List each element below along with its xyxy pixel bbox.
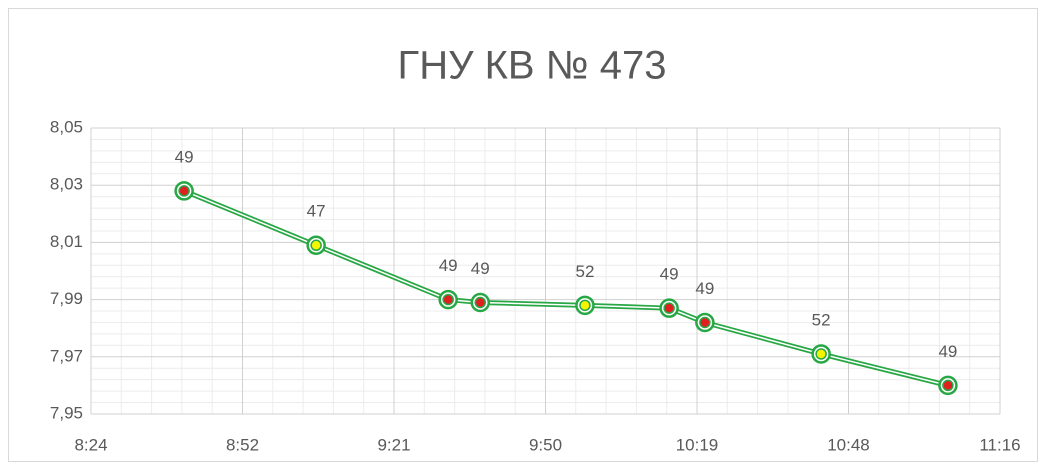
marker [579,299,591,312]
y-tick-label: 7,95 [50,403,83,422]
data-label: 47 [307,202,326,221]
data-label: 49 [439,256,458,275]
y-tick-label: 8,03 [50,175,83,194]
y-tick-label: 8,01 [50,232,83,251]
marker [942,379,954,392]
marker [442,293,454,306]
data-label: 49 [938,342,957,361]
data-label: 49 [175,147,194,166]
x-tick-label: 9:21 [377,435,410,454]
data-label: 52 [812,310,831,329]
x-tick-label: 9:50 [529,435,562,454]
data-label: 49 [695,279,714,298]
marker [178,185,190,197]
x-tick-label: 11:16 [979,435,1020,454]
marker [310,239,322,252]
marker [474,296,487,309]
y-tick-label: 7,99 [50,289,83,308]
chart-title: ГНУ КВ № 473 [398,44,667,88]
marker [663,302,675,314]
chart-border [8,8,1038,462]
y-tick-label: 7,97 [50,346,83,365]
data-label: 49 [471,259,490,278]
data-label: 49 [660,265,679,284]
marker [699,316,711,329]
marker [815,348,827,360]
data-label: 52 [575,262,594,281]
x-tick-label: 8:52 [226,435,259,454]
y-tick-label: 8,05 [50,117,83,136]
x-tick-label: 8:24 [74,435,107,454]
x-tick-label: 10:19 [676,435,719,454]
x-tick-label: 10:48 [827,435,870,454]
